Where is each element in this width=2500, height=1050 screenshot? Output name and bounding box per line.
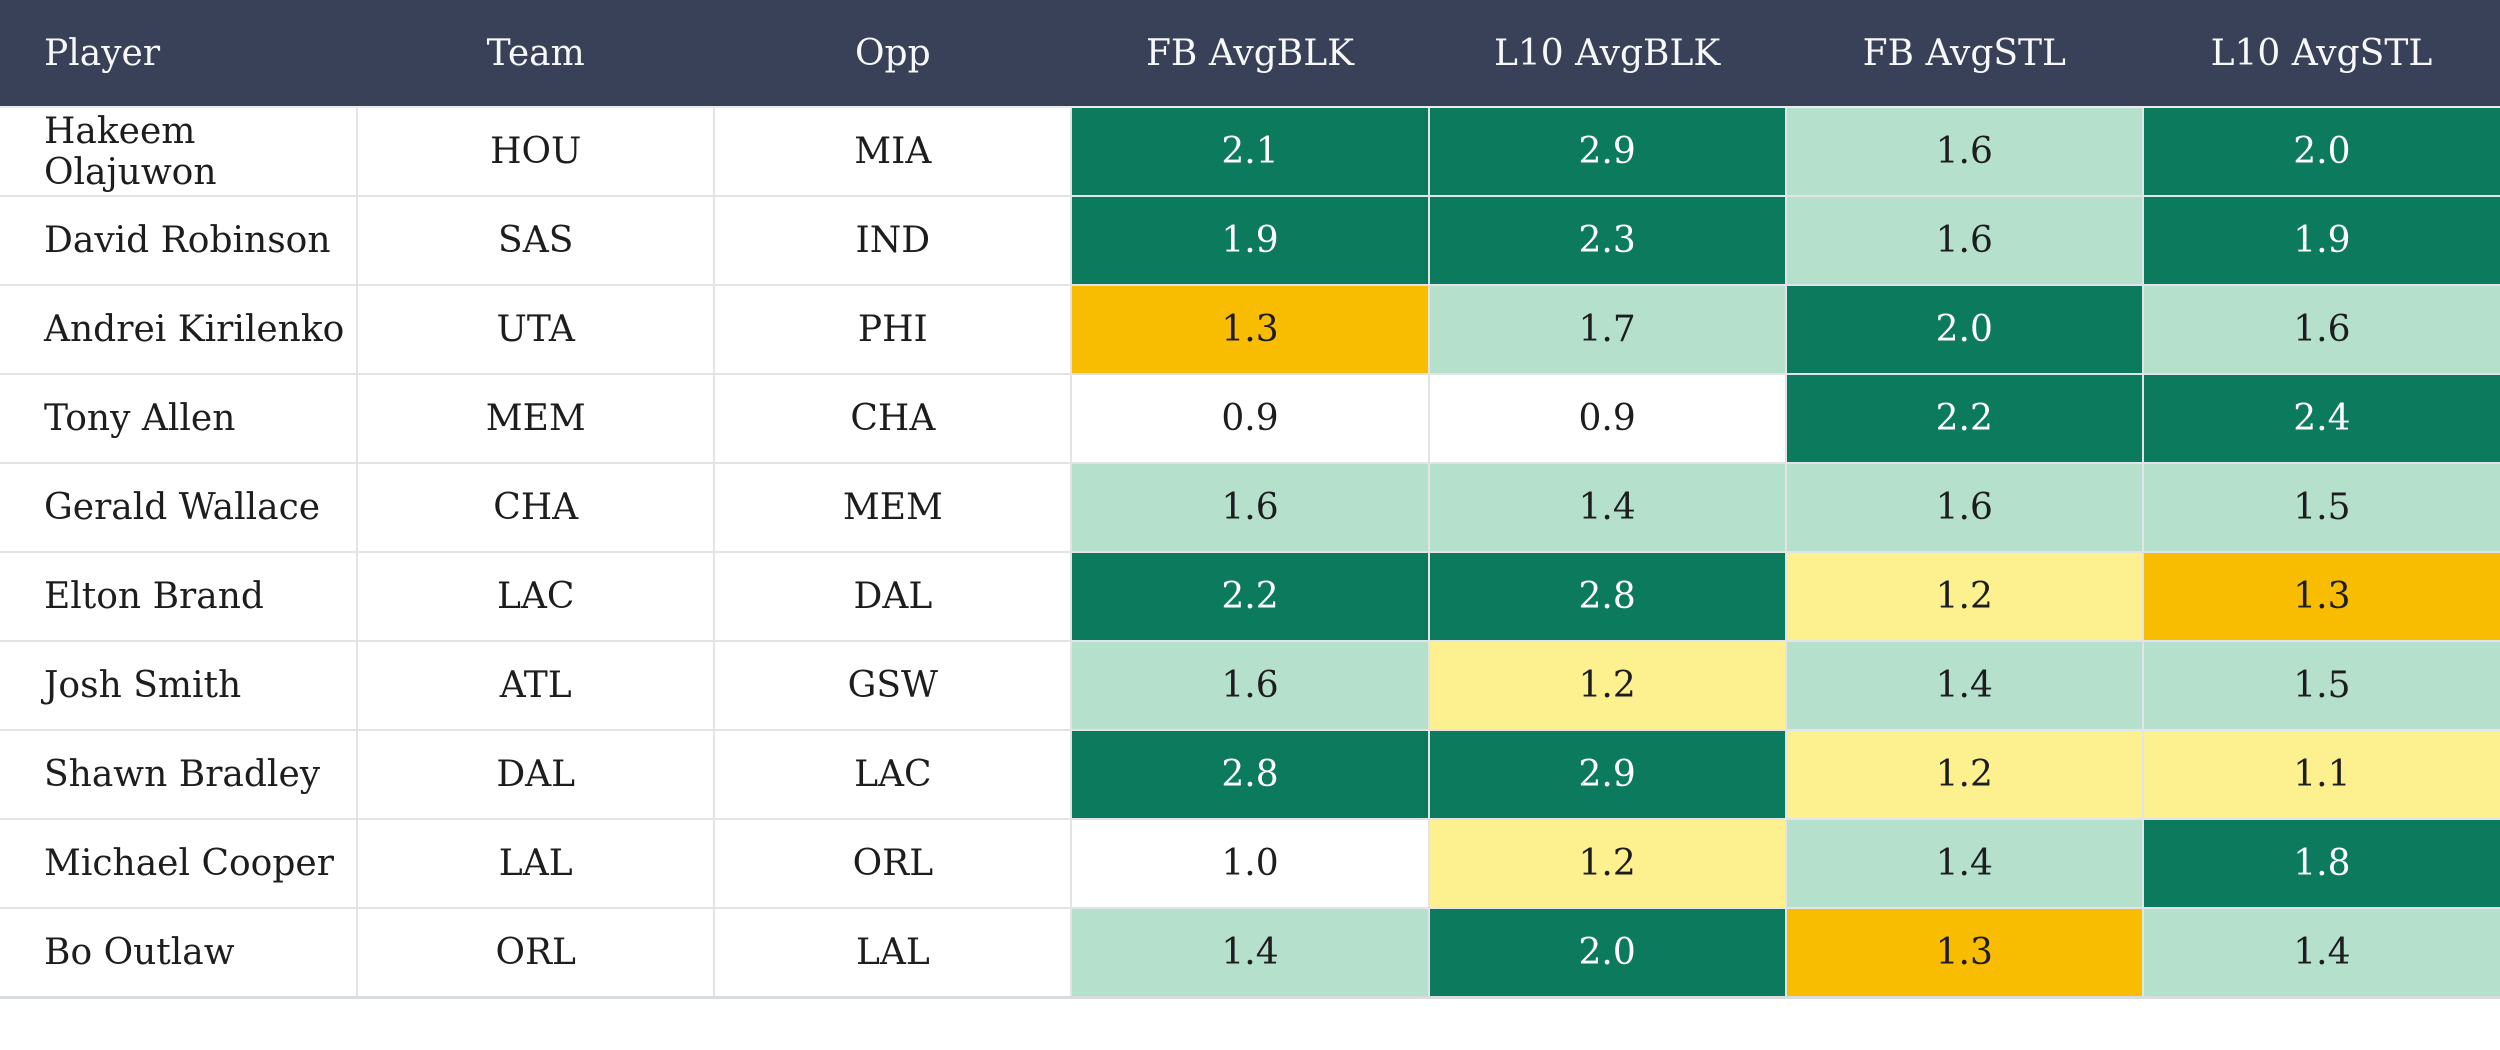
stat-cell: 1.4 <box>1428 463 1787 553</box>
stat-cell: 2.0 <box>1785 285 2144 375</box>
stat-cell: 2.3 <box>1428 196 1787 286</box>
stats-table: Player Team Opp FB AvgBLK L10 AvgBLK FB … <box>0 0 2500 999</box>
column-header-team: Team <box>357 0 715 108</box>
team-cell: SAS <box>357 196 716 286</box>
opp-cell: GSW <box>714 641 1073 731</box>
table-row: Tony Allen MEM CHA 0.9 0.9 2.2 2.4 <box>0 374 2500 464</box>
team-cell: MEM <box>357 374 716 464</box>
team-cell: CHA <box>357 463 716 553</box>
header-row: Player Team Opp FB AvgBLK L10 AvgBLK FB … <box>0 0 2500 108</box>
table-row: Elton Brand LAC DAL 2.2 2.8 1.2 1.3 <box>0 552 2500 642</box>
player-cell: Bo Outlaw <box>0 908 359 999</box>
opp-cell: ORL <box>714 819 1073 909</box>
stat-cell: 1.2 <box>1785 730 2144 820</box>
stat-cell: 2.8 <box>1071 730 1430 820</box>
stat-cell: 1.3 <box>1071 285 1430 375</box>
opp-cell: MEM <box>714 463 1073 553</box>
table-row: Hakeem Olajuwon HOU MIA 2.1 2.9 1.6 2.0 <box>0 107 2500 197</box>
stat-cell: 2.2 <box>1785 374 2144 464</box>
stat-cell: 1.5 <box>2142 463 2500 553</box>
team-cell: LAC <box>357 552 716 642</box>
table-row: Bo Outlaw ORL LAL 1.4 2.0 1.3 1.4 <box>0 908 2500 999</box>
stat-cell: 0.9 <box>1428 374 1787 464</box>
stat-cell: 2.4 <box>2142 374 2500 464</box>
stat-cell: 1.6 <box>1071 463 1430 553</box>
stat-cell: 1.4 <box>1785 819 2144 909</box>
opp-cell: LAC <box>714 730 1073 820</box>
stat-cell: 1.6 <box>1785 196 2144 286</box>
stat-cell: 1.7 <box>1428 285 1787 375</box>
stat-cell: 1.3 <box>1785 908 2144 999</box>
table-row: Shawn Bradley DAL LAC 2.8 2.9 1.2 1.1 <box>0 730 2500 820</box>
column-header-opp: Opp <box>714 0 1072 108</box>
stat-cell: 1.8 <box>2142 819 2500 909</box>
stat-cell: 1.4 <box>1785 641 2144 731</box>
table-row: Josh Smith ATL GSW 1.6 1.2 1.4 1.5 <box>0 641 2500 731</box>
opp-cell: LAL <box>714 908 1073 999</box>
table-row: David Robinson SAS IND 1.9 2.3 1.6 1.9 <box>0 196 2500 286</box>
opp-cell: MIA <box>714 107 1073 197</box>
team-cell: HOU <box>357 107 716 197</box>
team-cell: LAL <box>357 819 716 909</box>
stat-cell: 2.9 <box>1428 730 1787 820</box>
opp-cell: DAL <box>714 552 1073 642</box>
team-cell: ATL <box>357 641 716 731</box>
player-cell: Gerald Wallace <box>0 463 359 553</box>
column-header-fb-avgblk: FB AvgBLK <box>1071 0 1429 108</box>
table-row: Michael Cooper LAL ORL 1.0 1.2 1.4 1.8 <box>0 819 2500 909</box>
column-header-l10-avgstl: L10 AvgSTL <box>2142 0 2500 108</box>
stat-cell: 2.1 <box>1071 107 1430 197</box>
team-cell: UTA <box>357 285 716 375</box>
player-cell: Elton Brand <box>0 552 359 642</box>
table-body: Hakeem Olajuwon HOU MIA 2.1 2.9 1.6 2.0 … <box>0 107 2500 999</box>
stat-cell: 1.0 <box>1071 819 1430 909</box>
stat-cell: 1.2 <box>1428 641 1787 731</box>
stat-cell: 1.5 <box>2142 641 2500 731</box>
table-header: Player Team Opp FB AvgBLK L10 AvgBLK FB … <box>0 0 2500 108</box>
stat-cell: 1.6 <box>1785 107 2144 197</box>
stat-cell: 1.9 <box>1071 196 1430 286</box>
stat-cell: 1.6 <box>1785 463 2144 553</box>
table-row: Andrei Kirilenko UTA PHI 1.3 1.7 2.0 1.6 <box>0 285 2500 375</box>
player-cell: David Robinson <box>0 196 359 286</box>
player-cell: Hakeem Olajuwon <box>0 107 359 197</box>
stat-cell: 1.4 <box>2142 908 2500 999</box>
stat-cell: 1.2 <box>1785 552 2144 642</box>
opp-cell: IND <box>714 196 1073 286</box>
stat-cell: 1.6 <box>1071 641 1430 731</box>
opp-cell: CHA <box>714 374 1073 464</box>
stat-cell: 1.9 <box>2142 196 2500 286</box>
stat-cell: 2.0 <box>1428 908 1787 999</box>
column-header-player: Player <box>0 0 358 108</box>
column-header-fb-avgstl: FB AvgSTL <box>1785 0 2143 108</box>
stat-cell: 2.2 <box>1071 552 1430 642</box>
table-row: Gerald Wallace CHA MEM 1.6 1.4 1.6 1.5 <box>0 463 2500 553</box>
stat-cell: 1.2 <box>1428 819 1787 909</box>
stat-cell: 0.9 <box>1071 374 1430 464</box>
stat-cell: 2.9 <box>1428 107 1787 197</box>
stat-cell: 1.1 <box>2142 730 2500 820</box>
stat-cell: 2.8 <box>1428 552 1787 642</box>
stat-cell: 2.0 <box>2142 107 2500 197</box>
team-cell: ORL <box>357 908 716 999</box>
stat-cell: 1.4 <box>1071 908 1430 999</box>
player-cell: Shawn Bradley <box>0 730 359 820</box>
team-cell: DAL <box>357 730 716 820</box>
player-cell: Tony Allen <box>0 374 359 464</box>
stat-cell: 1.3 <box>2142 552 2500 642</box>
column-header-l10-avgblk: L10 AvgBLK <box>1428 0 1786 108</box>
player-cell: Michael Cooper <box>0 819 359 909</box>
opp-cell: PHI <box>714 285 1073 375</box>
player-cell: Josh Smith <box>0 641 359 731</box>
player-cell: Andrei Kirilenko <box>0 285 359 375</box>
stat-cell: 1.6 <box>2142 285 2500 375</box>
